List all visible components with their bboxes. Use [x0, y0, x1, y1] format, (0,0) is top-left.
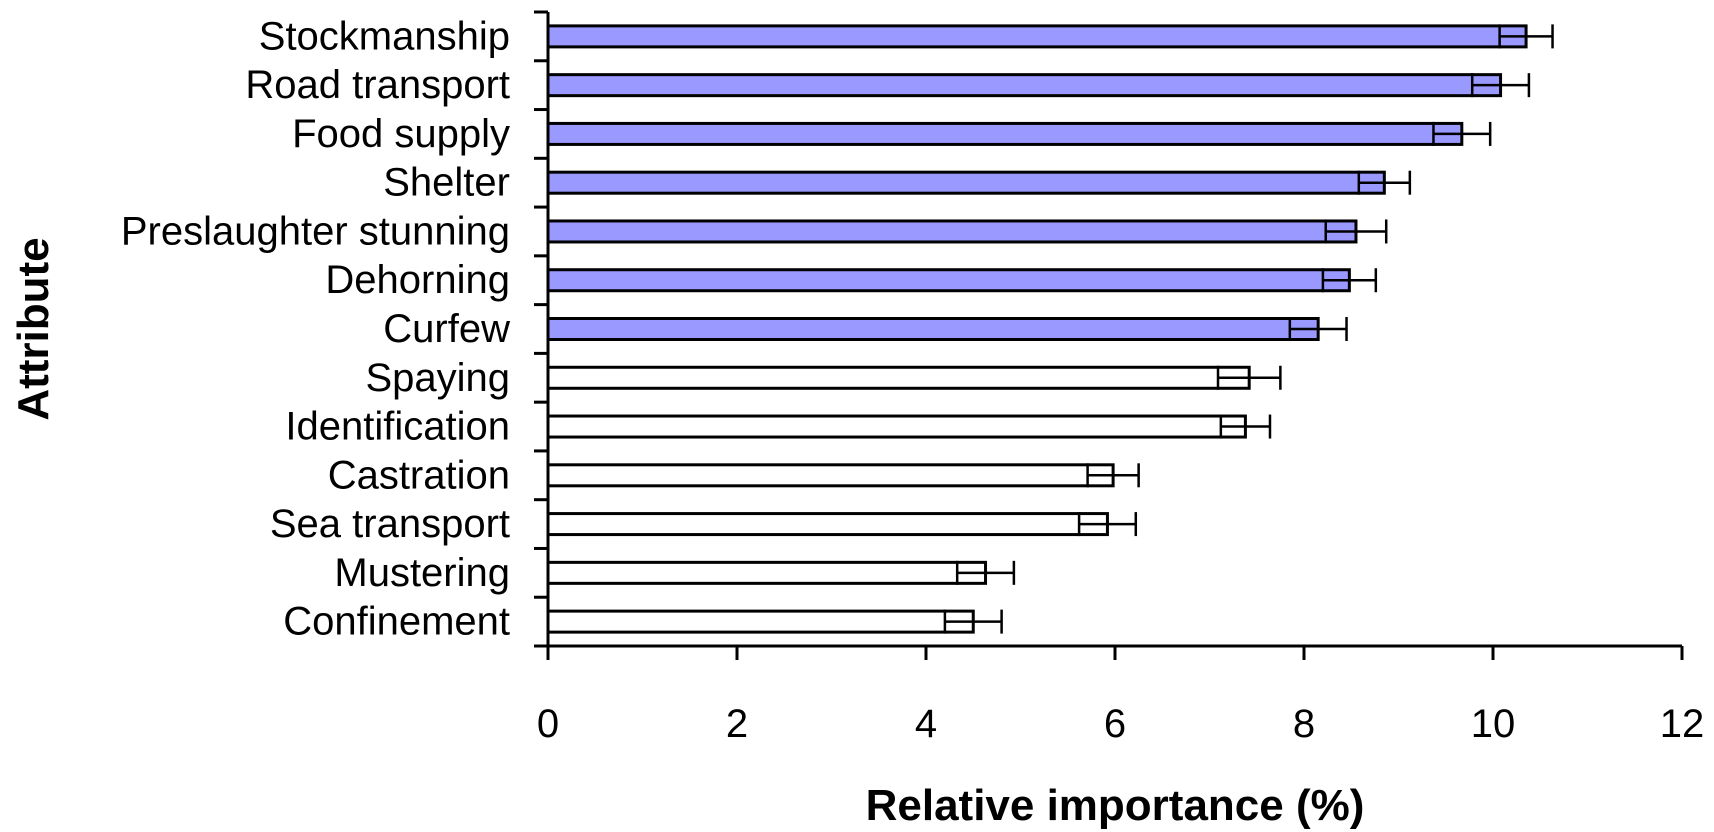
x-tick-label: 2 — [726, 702, 748, 746]
x-tick-label: 12 — [1660, 702, 1705, 746]
category-label: Identification — [285, 405, 510, 449]
bar — [546, 560, 988, 585]
error-bars-group — [943, 24, 1554, 634]
bar — [546, 73, 1503, 98]
category-label: Confinement — [283, 600, 510, 644]
bar — [546, 170, 1386, 195]
bar — [546, 609, 975, 634]
bar — [546, 512, 1109, 537]
bar — [546, 317, 1320, 341]
bar — [546, 121, 1464, 146]
x-tick-label: 10 — [1471, 702, 1516, 746]
x-ticks-group: 0 2 4 6 8 10 12 — [537, 646, 1704, 746]
bar — [546, 365, 1251, 390]
category-label: Food supply — [292, 112, 510, 156]
y-axis-title: Attribute — [9, 237, 58, 420]
x-tick-label: 6 — [1104, 702, 1126, 746]
bar — [546, 219, 1358, 244]
category-label: Shelter — [383, 161, 510, 205]
bars-group — [546, 24, 1528, 634]
bar — [546, 268, 1351, 293]
category-label: Mustering — [334, 551, 510, 595]
x-tick-label: 4 — [915, 702, 937, 746]
bar — [546, 24, 1528, 49]
x-tick-label: 8 — [1293, 702, 1315, 746]
category-label: Stockmanship — [259, 14, 510, 58]
category-label: Dehorning — [325, 258, 510, 302]
category-label: Castration — [328, 453, 510, 497]
category-label: Road transport — [245, 63, 510, 107]
bar — [546, 463, 1115, 488]
category-labels-group: Stockmanship Road transport Food supply She… — [121, 14, 510, 643]
category-label: Preslaughter stunning — [121, 209, 510, 253]
category-label: Spaying — [365, 356, 510, 400]
bar — [546, 414, 1247, 439]
x-tick-label: 0 — [537, 702, 559, 746]
category-label: Sea transport — [270, 502, 510, 546]
x-axis-title: Relative importance (%) — [866, 781, 1365, 830]
category-label: Curfew — [383, 307, 510, 351]
